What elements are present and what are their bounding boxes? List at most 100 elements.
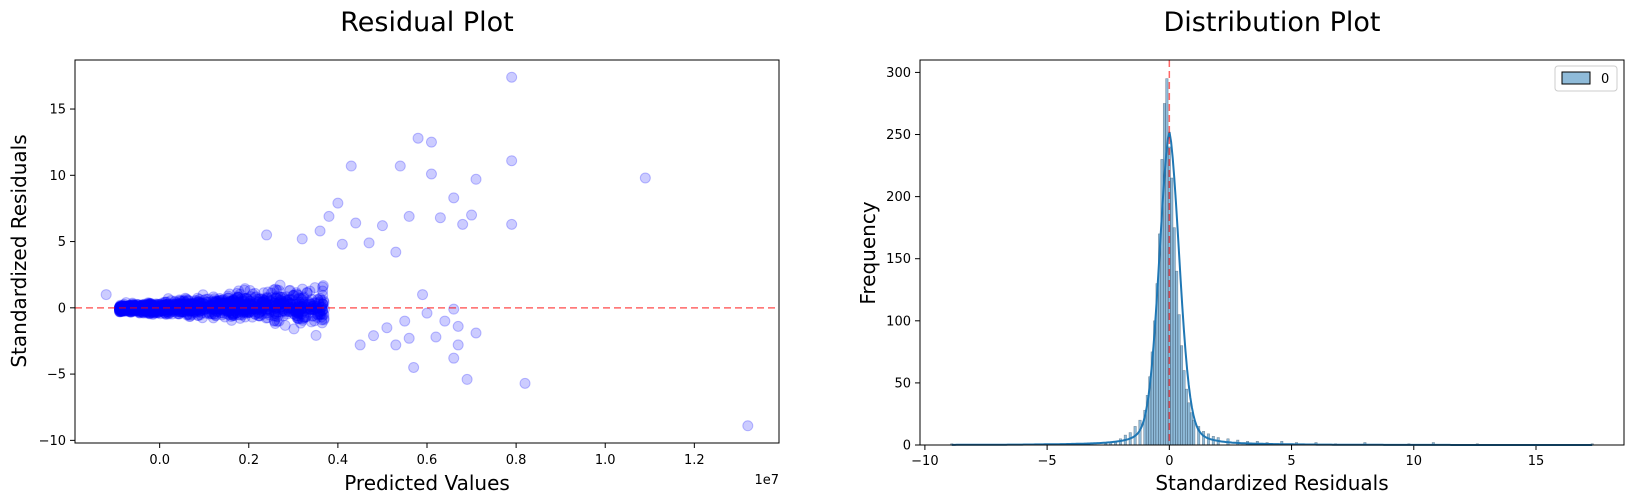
scatter-point: [227, 310, 239, 322]
scatter-point: [305, 316, 317, 328]
scatter-point: [269, 317, 281, 329]
scatter-point: [177, 306, 189, 318]
scatter-point: [139, 303, 151, 315]
scatter-point: [154, 308, 166, 320]
scatter-point: [154, 304, 166, 316]
scatter-point: [160, 300, 172, 312]
scatter-point: [218, 298, 230, 310]
scatter-point: [308, 315, 320, 327]
scatter-point: [276, 306, 288, 318]
scatter-point: [120, 303, 132, 315]
scatter-point: [130, 300, 142, 312]
x-tick-label: −5: [1038, 454, 1057, 469]
scatter-point: [291, 310, 303, 322]
scatter-point: [134, 303, 146, 315]
scatter-point: [141, 306, 153, 318]
scatter-point: [115, 303, 127, 315]
scatter-point: [124, 306, 136, 318]
scatter-point: [241, 298, 253, 310]
scatter-point: [147, 303, 159, 315]
scatter-point: [241, 303, 253, 315]
scatter-point: [220, 298, 232, 310]
scatter-point: [233, 298, 245, 310]
scatter-point: [161, 298, 173, 310]
scatter-point: [257, 296, 269, 308]
scatter-point: [247, 303, 259, 315]
scatter-point: [153, 300, 165, 312]
scatter-point: [231, 304, 243, 316]
scatter-point: [742, 420, 754, 432]
scatter-point: [158, 303, 170, 315]
scatter-point: [265, 292, 277, 304]
scatter-point: [138, 298, 150, 310]
scatter-point: [153, 301, 165, 313]
scatter-point: [293, 313, 305, 325]
scatter-point: [302, 296, 314, 308]
scatter-point: [257, 293, 269, 305]
scatter-point: [169, 300, 181, 312]
scatter-point: [226, 298, 238, 310]
scatter-point: [156, 303, 168, 315]
scatter-point: [154, 298, 166, 310]
scatter-point: [258, 287, 270, 299]
scatter-point: [169, 295, 181, 307]
scatter-point: [317, 289, 329, 301]
scatter-point: [116, 303, 128, 315]
scatter-point: [174, 300, 186, 312]
scatter-point: [183, 303, 195, 315]
scatter-point: [169, 298, 181, 310]
scatter-point: [306, 300, 318, 312]
scatter-point: [249, 298, 261, 310]
scatter-point: [506, 218, 518, 230]
scatter-point: [129, 303, 141, 315]
scatter-point: [261, 303, 273, 315]
legend: 0: [1554, 65, 1618, 92]
scatter-point: [134, 303, 146, 315]
distribution-plot-title: Distribution Plot: [1164, 7, 1381, 38]
scatter-point: [151, 303, 163, 315]
scatter-point: [220, 303, 232, 315]
scatter-point: [122, 303, 134, 315]
scatter-point: [119, 303, 131, 315]
scatter-point: [290, 303, 302, 315]
scatter-point: [114, 306, 126, 318]
scatter-point: [210, 296, 222, 308]
scatter-point: [247, 303, 259, 315]
scatter-point: [114, 303, 126, 315]
scatter-point: [213, 303, 225, 315]
scatter-point: [306, 310, 318, 322]
scatter-point: [272, 311, 284, 323]
scatter-point: [114, 305, 126, 317]
scatter-point: [182, 309, 194, 321]
scatter-point: [265, 295, 277, 307]
scatter-point: [270, 292, 282, 304]
scatter-point: [125, 301, 137, 313]
scatter-point: [314, 292, 326, 304]
scatter-point: [173, 305, 185, 317]
scatter-point: [221, 303, 233, 315]
scatter-point: [129, 301, 141, 313]
scatter-point: [274, 306, 286, 318]
scatter-point: [253, 310, 265, 322]
scatter-point: [317, 298, 329, 310]
scatter-point: [211, 295, 223, 307]
scatter-point: [131, 298, 143, 310]
scatter-point: [146, 305, 158, 317]
scatter-point: [114, 303, 126, 315]
scatter-point: [116, 303, 128, 315]
scatter-point: [261, 301, 273, 313]
scatter-point: [219, 303, 231, 315]
scatter-point: [157, 300, 169, 312]
scatter-point: [253, 293, 265, 305]
scatter-point: [256, 296, 268, 308]
scatter-point: [318, 314, 330, 326]
scatter-point: [165, 295, 177, 307]
scatter-point: [179, 292, 191, 304]
scatter-point: [124, 303, 136, 315]
scatter-point: [243, 298, 255, 310]
scatter-point: [166, 301, 178, 313]
scatter-point: [123, 300, 135, 312]
x-tick-label: 0.2: [238, 453, 259, 468]
scatter-point: [219, 311, 231, 323]
